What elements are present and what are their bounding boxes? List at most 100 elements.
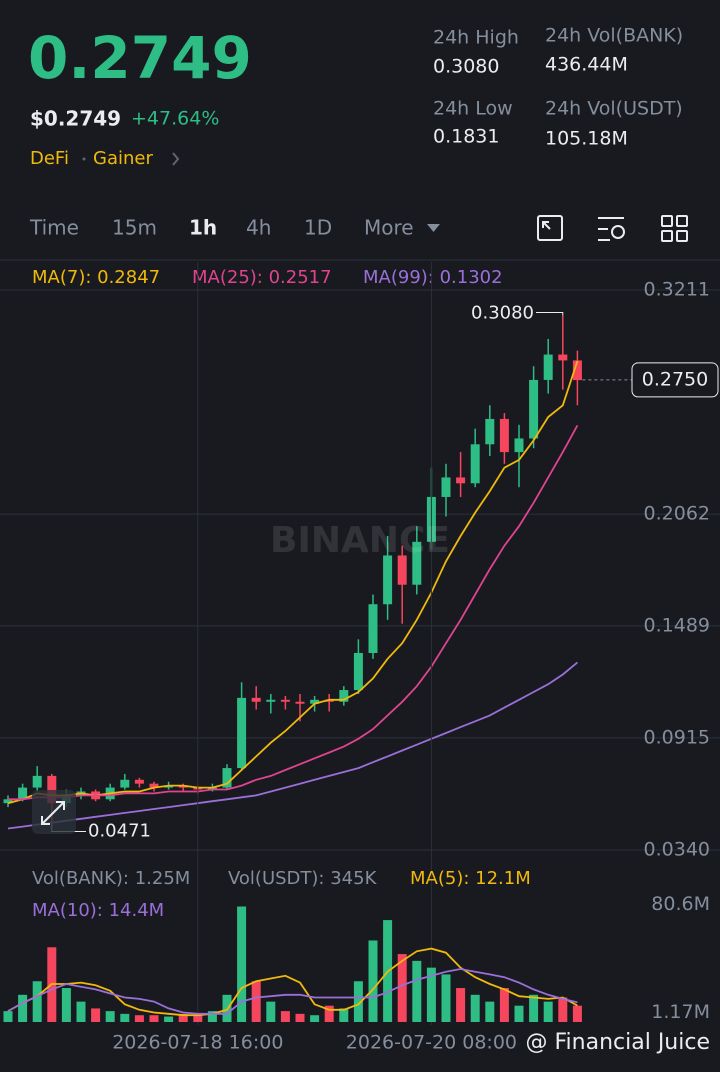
candle-body: [251, 697, 261, 702]
volume-bar: [543, 1001, 553, 1022]
volume-bar: [32, 981, 42, 1022]
volume-bar: [485, 1001, 495, 1022]
volume-bar: [178, 1013, 188, 1022]
volume-bar: [368, 940, 378, 1022]
volume-ma-line: [7, 968, 578, 1015]
y-tick-label: 80.6M: [651, 893, 710, 915]
volume-bar: [456, 988, 466, 1022]
candle-body: [397, 555, 407, 585]
volume-bar: [470, 994, 480, 1022]
candle-body: [207, 787, 217, 790]
chevron: [172, 152, 180, 166]
tab[interactable]: 15m: [112, 216, 157, 240]
volume-bar: [18, 994, 28, 1022]
candle-body: [485, 418, 495, 445]
legend-entry: MA(10): 14.4M: [32, 900, 164, 921]
y-tick-label: 0.1489: [644, 614, 710, 636]
credit: @ Financial Juice: [526, 1030, 711, 1055]
tag[interactable]: DeFi: [30, 148, 69, 169]
volume-bar: [3, 1011, 13, 1022]
dropdown-icon: [427, 224, 440, 232]
volume-bar: [237, 906, 247, 1022]
x-tick-label: 2026-07-18 16:00: [112, 1032, 283, 1054]
volume-bar: [251, 981, 261, 1022]
candle-body: [47, 775, 57, 804]
volume-ma-line: [7, 947, 578, 1017]
volume-bar: [164, 1016, 174, 1022]
volume-bar: [280, 1011, 290, 1022]
candle-body: [222, 768, 232, 788]
tag[interactable]: Gainer: [93, 148, 153, 169]
x-tick-label: 2026-07-20 08:00: [346, 1032, 517, 1054]
candle-body: [572, 360, 582, 381]
stat-label: 24h Low: [433, 98, 513, 120]
usd-price: $0.2749: [30, 107, 121, 131]
tab[interactable]: 4h: [246, 216, 271, 240]
candle-body: [310, 699, 320, 704]
y-tick-label: 0.0915: [644, 726, 710, 748]
volume-bar: [339, 1008, 349, 1022]
candle-body: [383, 555, 393, 605]
volume-label: Vol(BANK): 1.25M: [32, 868, 190, 889]
plot: 0.3211 0.2062 0.1489 0.0915 0.0340 MA(7): 0.2…: [0, 262, 720, 1054]
stat-label: 24h Vol(USDT): [545, 98, 683, 120]
volume-bar: [91, 1008, 101, 1022]
volume-bar: [76, 1001, 86, 1022]
tab[interactable]: 1D: [304, 216, 332, 240]
stat-value: 105.18M: [545, 128, 628, 150]
annotation-line: [536, 312, 564, 316]
volume-label: Vol(USDT): 345K: [228, 868, 378, 889]
y-tick-label: 0.3211: [644, 279, 710, 301]
toolbar-icons[interactable]: [537, 215, 688, 242]
volume-bar: [324, 1005, 334, 1022]
volume-bar: [61, 988, 71, 1022]
candle-body: [149, 783, 159, 788]
candle-body: [32, 775, 42, 788]
stat-value: 436.44M: [545, 54, 628, 76]
ma-line: [7, 661, 578, 830]
tab-active[interactable]: 1h: [189, 216, 217, 240]
y-tick-label: 1.17M: [651, 1001, 710, 1023]
volume-bar: [426, 967, 436, 1022]
candle-body: [368, 604, 378, 653]
candle-body: [514, 438, 524, 453]
volume-bar: [572, 1005, 582, 1022]
last-price: 0.2749: [28, 24, 252, 92]
volume-bar: [397, 954, 407, 1022]
candle-body: [412, 541, 422, 585]
separator: [82, 157, 86, 161]
volume-bar: [120, 1013, 130, 1022]
candle-body: [558, 354, 568, 361]
tab[interactable]: Time: [29, 216, 79, 240]
volume-bar: [529, 994, 539, 1022]
legend-entry: MA(5): 12.1M: [410, 868, 531, 889]
candle-body: [266, 699, 276, 702]
stat-label: 24h Vol(BANK): [545, 25, 683, 47]
candle-body: [543, 354, 553, 380]
candle-body: [295, 701, 305, 704]
candle-body: [353, 652, 363, 691]
annotation-label: 0.0471: [88, 820, 151, 841]
candle-body: [456, 477, 466, 484]
volume-bar: [558, 997, 568, 1022]
stat-value: 0.1831: [433, 126, 499, 148]
current-price-label: 0.2750: [642, 368, 708, 390]
candle-body: [499, 418, 509, 453]
candle-body: [441, 477, 451, 497]
stat-value: 0.3080: [433, 56, 499, 78]
y-tick-label: 0.2062: [644, 503, 710, 525]
volume-bar: [295, 1013, 305, 1022]
y-tick-label: 0.0340: [644, 839, 710, 861]
stat-label: 24h High: [433, 27, 519, 49]
volume-bar: [149, 1015, 159, 1022]
volume-bar: [412, 960, 422, 1022]
candle-body: [178, 785, 188, 788]
tab[interactable]: More: [364, 216, 414, 240]
annotation-label: 0.3080: [471, 303, 534, 324]
candle-body: [120, 779, 130, 788]
volume-bar: [266, 1001, 276, 1022]
volume-bar: [193, 1015, 203, 1022]
watermark: BINANCE: [270, 520, 450, 561]
